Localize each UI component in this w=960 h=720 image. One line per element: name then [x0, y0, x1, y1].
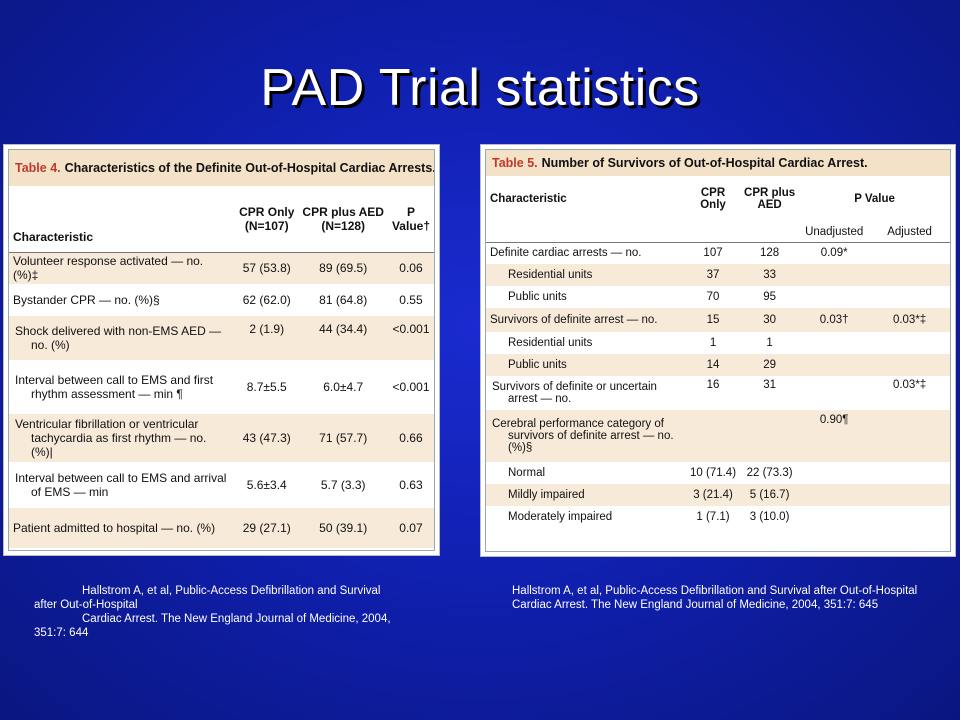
table-row: Normal 10 (71.4) 22 (73.3) [508, 467, 793, 479]
table-4-header-characteristic: Characteristic [13, 229, 94, 244]
table-5-header-cpr-only: CPR Only [700, 187, 726, 211]
table-4-image: Table 4. Characteristics of the Definite … [3, 144, 440, 556]
table-4-header-cpr-aed: CPR plus AED (N=128) [302, 204, 384, 233]
table-row: Residential units 37 33 [486, 264, 950, 286]
table-5-number: Table 5. [492, 156, 538, 170]
citation-right: Hallstrom A, et al, Public-Access Defibr… [512, 584, 932, 612]
slide-title: PAD Trial statistics [260, 59, 700, 117]
table-row: Residential units 1 1 [508, 337, 773, 349]
citation-left-line2: Cardiac Arrest. The New England Journal … [34, 613, 391, 639]
table-5-subheader-row: Unadjusted Adjusted [486, 222, 950, 242]
table-row: Public units 70 95 [508, 291, 776, 303]
table-4-number: Table 4. [15, 161, 61, 175]
table-row: Shock delivered with non-EMS AED — no. (… [9, 316, 434, 360]
citation-left-line1: Hallstrom A, et al, Public-Access Defibr… [34, 585, 381, 611]
table-4-header-p-value: P Value† [391, 204, 430, 233]
citation-right-line1: Hallstrom A, et al, Public-Access Defibr… [512, 585, 918, 597]
table-5: Characteristic CPR Only CPR plus AED P Val… [486, 176, 950, 528]
table-row: Survivors of definite or uncertain arres… [492, 379, 927, 405]
table-4: Characteristic CPR Only (N=107) CPR plus … [9, 186, 434, 548]
citation-right-line2: Cardiac Arrest. The New England Journal … [512, 599, 879, 611]
table-5-header-characteristic: Characteristic [490, 193, 567, 205]
table-5-title: Number of Survivors of Out-of-Hospital C… [541, 156, 868, 170]
table-row: Interval between call to EMS and first r… [15, 373, 430, 401]
table-row: Survivors of definite arrest — no. 15 30 0.… [486, 308, 950, 332]
table-row: Volunteer response activated — no. (%)‡ … [9, 251, 434, 284]
table-5-header-adjusted: Adjusted [887, 225, 932, 238]
table-row: Public units 14 29 [486, 354, 950, 376]
table-row: Mildly impaired 3 (21.4) 5 (16.7) [486, 484, 950, 506]
table-5-header-row: Characteristic CPR Only CPR plus AED P Val… [486, 176, 950, 222]
table-5-header-p-value: P Value [854, 193, 895, 205]
table-5-header-unadjusted: Unadjusted [805, 225, 864, 238]
table-row: Interval between call to EMS and arrival… [15, 471, 423, 499]
table-4-header-cpr-only: CPR Only (N=107) [239, 204, 295, 233]
table-row: Patient admitted to hospital — no. (%) 2… [9, 508, 434, 548]
table-row: Moderately impaired 1 (7.1) 3 (10.0) [508, 511, 790, 523]
table-4-header-row: Characteristic CPR Only (N=107) CPR plus … [9, 186, 434, 252]
table-row: Definite cardiac arrests — no. 107 128 0.09… [486, 241, 950, 264]
table-4-title: Characteristics of the Definite Out-of-H… [64, 161, 434, 175]
table-5-caption: Table 5. Number of Survivors of Out-of-Ho… [486, 150, 950, 176]
citation-left: Hallstrom A, et al, Public-Access Defibr… [34, 584, 394, 640]
table-row: Ventricular fibrillation or ventricular … [9, 414, 434, 462]
table-4-caption: Table 4. Characteristics of the Definite … [9, 150, 434, 186]
table-row: Cerebral performance category of survivo… [486, 410, 950, 462]
table-5-header-cpr-aed: CPR plus AED [744, 187, 796, 211]
table-5-image: Table 5. Number of Survivors of Out-of-Ho… [480, 144, 956, 557]
table-row: Bystander CPR — no. (%)§ 62 (62.0) 81 (6… [13, 293, 423, 307]
